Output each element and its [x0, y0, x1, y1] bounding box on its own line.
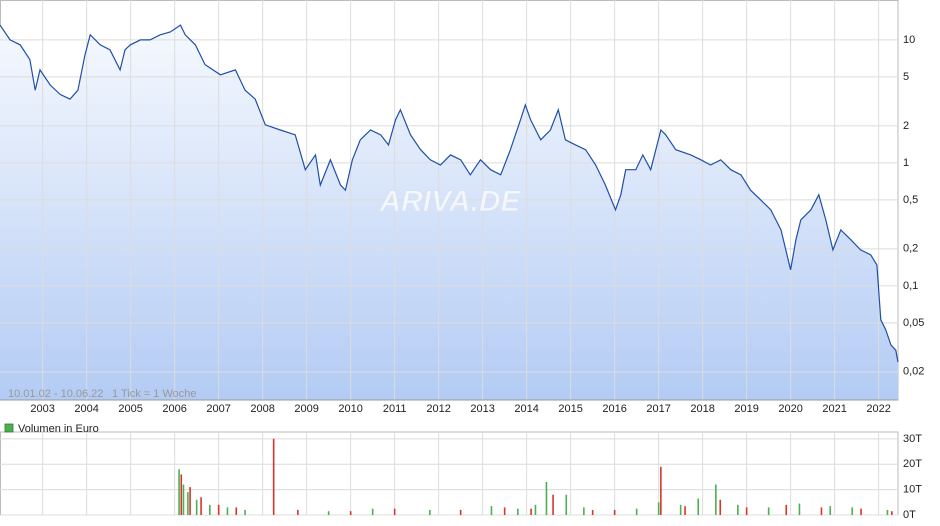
volume-bar: [798, 503, 801, 515]
x-tick-label: 2003: [30, 403, 54, 415]
volume-bar: [534, 504, 537, 515]
volume-bar: [517, 508, 519, 515]
y-tick-label: 2: [903, 120, 909, 132]
range-label: 10.01.02 - 10.06.22: [8, 388, 103, 400]
volume-bar: [565, 494, 568, 515]
volume-bar: [851, 507, 854, 515]
volume-bar: [530, 508, 532, 515]
volume-tick-label: 30T: [903, 433, 922, 445]
volume-bar: [545, 482, 548, 515]
price-panel: ARIVA.DE 2003 2004 2005 2006 2007 2008 2009 2010…: [0, 0, 924, 415]
x-tick-label: 2020: [778, 403, 802, 415]
volume-bar: [209, 504, 211, 515]
volume-bar: [767, 507, 770, 515]
volume-bar: [829, 506, 832, 515]
volume-bar: [679, 504, 682, 515]
volume-bar: [490, 506, 493, 515]
price-area: [0, 25, 898, 400]
volume-bar: [235, 507, 238, 515]
y-tick-label: 0,05: [903, 317, 924, 329]
x-tick-label: 2013: [470, 403, 494, 415]
y-tick-label: 0,5: [903, 194, 918, 206]
volume-bar: [635, 508, 638, 515]
x-tick-label: 2008: [250, 403, 274, 415]
volume-bar: [226, 507, 229, 515]
y-tick-label: 5: [903, 71, 909, 83]
volume-bar: [189, 487, 191, 515]
y-tick-label: 1: [903, 157, 909, 169]
x-tick-label: 2009: [294, 403, 318, 415]
volume-bar: [272, 438, 275, 515]
volume-bar: [393, 508, 396, 515]
volume-bar: [785, 504, 788, 515]
volume-bar: [297, 509, 299, 515]
volume-panel: 30T 20T 10T 0T Volumen in Euro: [0, 423, 922, 521]
y-tick-label: 0,1: [903, 280, 918, 292]
volume-bar: [657, 502, 660, 515]
volume-bar: [178, 469, 180, 515]
volume-bar: [715, 484, 717, 515]
y-tick-label: 0,2: [903, 243, 918, 255]
volume-bar: [719, 499, 722, 515]
x-tick-label: 2021: [822, 403, 846, 415]
volume-bar: [552, 494, 554, 515]
x-tick-label: 2022: [866, 403, 890, 415]
volume-bar: [371, 508, 374, 515]
x-tick-label: 2019: [734, 403, 758, 415]
volume-bar: [200, 497, 202, 515]
x-tick-label: 2004: [74, 403, 98, 415]
volume-bar: [745, 507, 748, 515]
volume-bar: [503, 507, 506, 515]
volume-bar: [891, 511, 893, 515]
legend-swatch: [4, 423, 14, 433]
volume-bar: [886, 509, 889, 515]
volume-bar: [660, 466, 662, 515]
volume-bar: [187, 492, 189, 515]
legend-label: Volumen in Euro: [18, 423, 99, 435]
volume-bar: [429, 509, 431, 515]
x-tick-label: 2015: [558, 403, 582, 415]
volume-bar: [684, 506, 686, 515]
volume-tick-label: 10T: [903, 484, 922, 496]
x-tick-label: 2006: [162, 403, 186, 415]
volume-tick-label: 0T: [903, 509, 916, 521]
volume-bar: [459, 509, 462, 515]
x-tick-label: 2007: [206, 403, 230, 415]
x-tick-label: 2014: [514, 403, 538, 415]
volume-tick-label: 20T: [903, 458, 922, 470]
volume-frame: [0, 431, 899, 516]
x-tick-label: 2005: [118, 403, 142, 415]
volume-bar: [217, 504, 220, 515]
volume-bar: [697, 498, 700, 515]
price-line: [0, 24, 899, 363]
volume-bar: [244, 509, 246, 515]
x-tick-label: 2016: [602, 403, 626, 415]
x-tick-label: 2012: [426, 403, 450, 415]
volume-bar: [613, 509, 616, 515]
x-tick-label: 2018: [690, 403, 714, 415]
x-tick-label: 2017: [646, 403, 670, 415]
volume-bar: [180, 474, 183, 515]
y-tick-label: 0,02: [903, 366, 924, 378]
volume-bar: [583, 507, 585, 515]
tick-info: 1 Tick = 1 Woche: [112, 388, 196, 400]
volume-bar: [327, 511, 330, 515]
x-tick-label: 2010: [338, 403, 362, 415]
watermark: ARIVA.DE: [378, 185, 521, 218]
volume-bar: [820, 507, 823, 515]
y-tick-label: 10: [903, 34, 915, 46]
x-tick-label: 2011: [383, 403, 407, 415]
volume-bar: [737, 504, 739, 515]
volume-bar: [591, 509, 594, 515]
volume-bar: [195, 499, 198, 515]
volume-bar: [349, 511, 352, 515]
volume-bar: [860, 508, 862, 515]
volume-bar: [182, 484, 185, 515]
